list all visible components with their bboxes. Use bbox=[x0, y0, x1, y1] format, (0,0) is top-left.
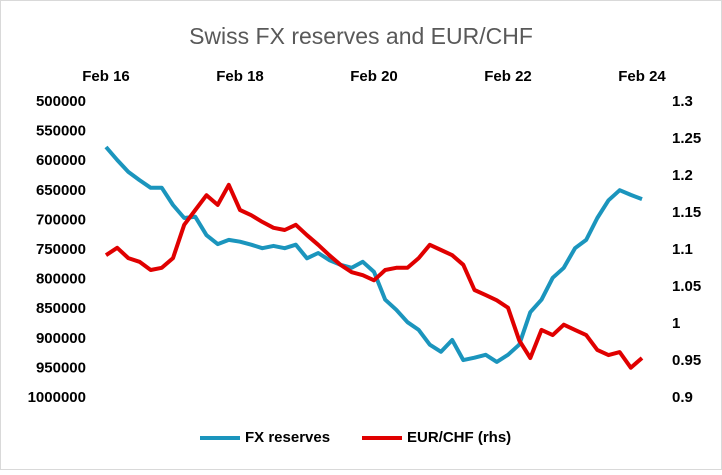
legend-label: FX reserves bbox=[245, 429, 330, 446]
y2-tick-label: 1.25 bbox=[672, 130, 701, 147]
y2-tick-label: 1 bbox=[672, 315, 680, 332]
y2-tick-label: 0.9 bbox=[672, 389, 693, 406]
chart-title: Swiss FX reserves and EUR/CHF bbox=[189, 23, 533, 49]
series-line bbox=[104, 182, 644, 370]
x-tick-label: Feb 16 bbox=[82, 68, 130, 85]
y-tick-label: 500000 bbox=[36, 93, 86, 110]
y-tick-label: 550000 bbox=[36, 123, 86, 140]
x-tick-label: Feb 18 bbox=[216, 68, 264, 85]
y2-tick-label: 1.3 bbox=[672, 93, 693, 110]
y-tick-label: 800000 bbox=[36, 271, 86, 288]
y2-tick-label: 1.1 bbox=[672, 241, 693, 258]
y-tick-label: 850000 bbox=[36, 300, 86, 317]
x-tick-label: Feb 22 bbox=[484, 68, 532, 85]
x-tick-label: Feb 20 bbox=[350, 68, 398, 85]
y2-tick-label: 1.05 bbox=[672, 278, 701, 295]
x-tick-label: Feb 24 bbox=[618, 68, 666, 85]
legend-label: EUR/CHF (rhs) bbox=[407, 429, 511, 446]
y-tick-label: 650000 bbox=[36, 182, 86, 199]
y-tick-label: 600000 bbox=[36, 152, 86, 169]
y-tick-label: 700000 bbox=[36, 211, 86, 228]
y2-tick-label: 1.2 bbox=[672, 167, 693, 184]
y-tick-label: 1000000 bbox=[28, 389, 86, 406]
y-tick-label: 950000 bbox=[36, 359, 86, 376]
series-line bbox=[104, 145, 643, 364]
y-tick-label: 750000 bbox=[36, 241, 86, 258]
y2-tick-label: 1.15 bbox=[672, 204, 701, 221]
y-tick-label: 900000 bbox=[36, 330, 86, 347]
y2-tick-label: 0.95 bbox=[672, 352, 701, 369]
